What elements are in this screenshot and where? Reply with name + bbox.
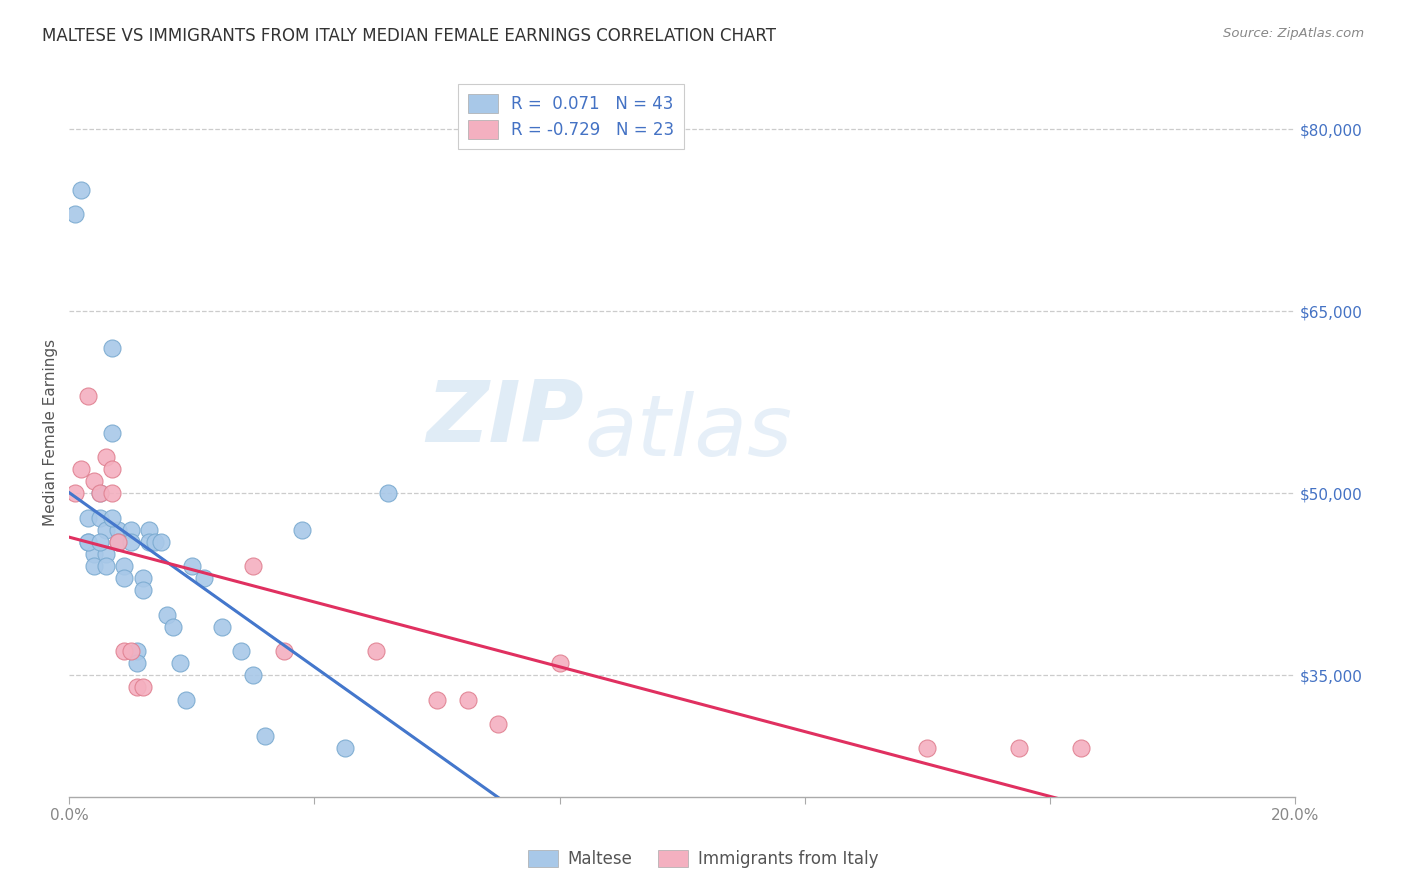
Point [162, 620, 184, 634]
Point [364, 644, 387, 658]
Point [132, 583, 155, 598]
Point [1008, 741, 1031, 756]
Point [242, 559, 264, 574]
Point [94, 523, 117, 537]
Point [333, 741, 356, 756]
Point [83, 474, 105, 488]
Point [65, 207, 87, 221]
Point [76, 510, 98, 524]
Point [101, 486, 124, 500]
Point [548, 656, 571, 670]
Point [273, 644, 295, 658]
Point [486, 717, 509, 731]
Point [125, 656, 148, 670]
Point [138, 534, 160, 549]
Point [291, 523, 314, 537]
Point [89, 486, 111, 500]
Point [70, 462, 93, 476]
Point [107, 523, 129, 537]
Point [76, 534, 98, 549]
Point [426, 692, 449, 706]
Point [76, 389, 98, 403]
Point [125, 644, 148, 658]
Point [211, 620, 233, 634]
Point [112, 559, 135, 574]
Point [101, 341, 124, 355]
Point [377, 486, 399, 500]
Point [229, 644, 252, 658]
Point [917, 741, 939, 756]
Point [143, 534, 166, 549]
Text: MALTESE VS IMMIGRANTS FROM ITALY MEDIAN FEMALE EARNINGS CORRELATION CHART: MALTESE VS IMMIGRANTS FROM ITALY MEDIAN … [42, 27, 776, 45]
Point [138, 523, 160, 537]
Point [101, 462, 124, 476]
Point [180, 559, 202, 574]
Point [169, 656, 191, 670]
Point [254, 729, 277, 743]
Point [83, 547, 105, 561]
Point [112, 571, 135, 585]
Text: atlas: atlas [583, 391, 792, 474]
Point [107, 534, 129, 549]
Point [174, 692, 197, 706]
Point [89, 534, 111, 549]
Point [120, 644, 142, 658]
Point [1070, 741, 1092, 756]
Point [132, 571, 155, 585]
Y-axis label: Median Female Earnings: Median Female Earnings [44, 339, 58, 526]
Point [150, 534, 173, 549]
Legend: R =  0.071   N = 43, R = -0.729   N = 23: R = 0.071 N = 43, R = -0.729 N = 23 [457, 84, 685, 149]
Legend: Maltese, Immigrants from Italy: Maltese, Immigrants from Italy [522, 843, 884, 875]
Point [125, 681, 148, 695]
Point [76, 534, 98, 549]
Point [457, 692, 479, 706]
Point [83, 559, 105, 574]
Point [89, 510, 111, 524]
Point [94, 547, 117, 561]
Text: Source: ZipAtlas.com: Source: ZipAtlas.com [1223, 27, 1364, 40]
Point [120, 523, 142, 537]
Point [101, 425, 124, 440]
Point [132, 681, 155, 695]
Text: ZIP: ZIP [426, 376, 583, 459]
Point [94, 450, 117, 464]
Point [242, 668, 264, 682]
Point [70, 183, 93, 197]
Point [65, 486, 87, 500]
Point [120, 534, 142, 549]
Point [156, 607, 179, 622]
Point [94, 559, 117, 574]
Point [89, 486, 111, 500]
Point [112, 644, 135, 658]
Point [193, 571, 215, 585]
Point [101, 510, 124, 524]
Point [107, 534, 129, 549]
